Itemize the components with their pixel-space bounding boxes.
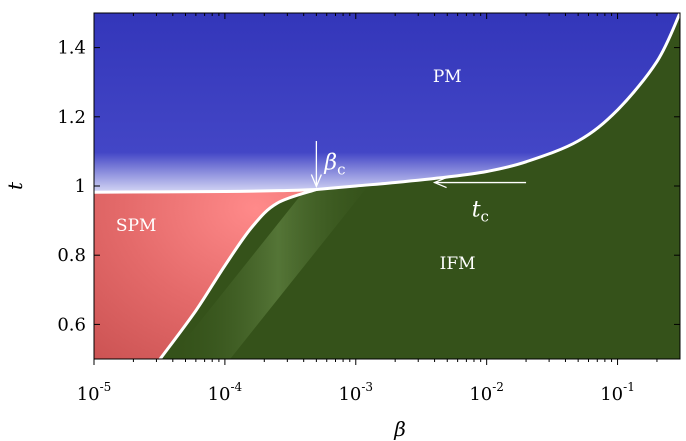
x-axis-label: β bbox=[393, 417, 406, 441]
y-tick-label: 1.4 bbox=[57, 38, 86, 59]
arrow-head-beta-c bbox=[310, 174, 322, 189]
region-label-pm: PM bbox=[433, 67, 462, 87]
x-tick-label: 10-1 bbox=[600, 380, 635, 405]
ifm-glow-band bbox=[170, 163, 387, 359]
spm-region bbox=[94, 189, 317, 359]
region-labels: PM SPM IFM bbox=[116, 67, 476, 274]
label-t-c: tc bbox=[472, 198, 489, 226]
boundary-pm-spm bbox=[94, 188, 318, 194]
phase-boundaries bbox=[94, 13, 680, 359]
boundary-spm-ifm bbox=[158, 188, 318, 359]
arrow-head-t-c bbox=[432, 176, 447, 189]
annotations: βc tc bbox=[310, 141, 527, 226]
x-tick-label: 10-4 bbox=[208, 380, 243, 405]
y-tick-label: 0.6 bbox=[57, 314, 86, 335]
x-tick-label: 10-3 bbox=[338, 380, 373, 405]
region-label-spm: SPM bbox=[116, 216, 157, 236]
label-beta-c: βc bbox=[323, 151, 345, 179]
y-tick-label: 1 bbox=[75, 176, 86, 197]
y-axis-ticks: 0.6 0.8 1 1.2 1.4 bbox=[57, 38, 680, 335]
y-axis-label: t bbox=[3, 181, 27, 190]
x-axis-ticks: 10-5 10-4 10-3 10-2 10-1 bbox=[77, 13, 658, 405]
x-tick-label: 10-2 bbox=[469, 380, 504, 405]
x-tick-label: 10-5 bbox=[77, 380, 112, 405]
region-label-ifm: IFM bbox=[440, 254, 476, 274]
y-tick-label: 0.8 bbox=[57, 245, 86, 266]
pm-region bbox=[94, 13, 680, 193]
y-tick-label: 1.2 bbox=[57, 107, 86, 128]
boundary-pm-ifm bbox=[314, 13, 680, 191]
